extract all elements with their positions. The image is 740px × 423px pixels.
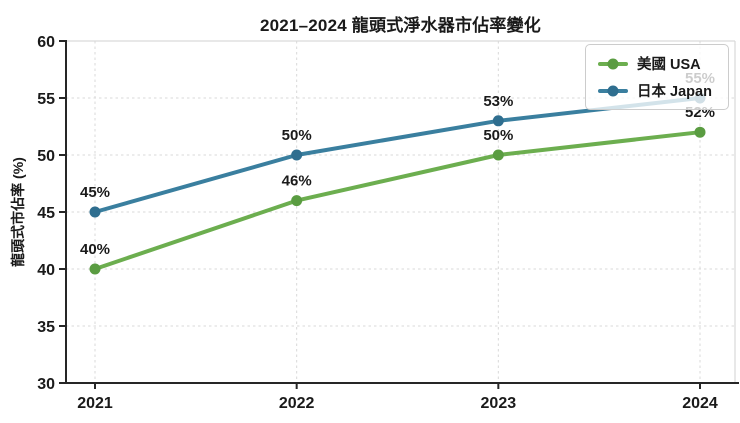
chart-title: 2021–2024 龍頭式淨水器市佔率變化 — [259, 16, 541, 35]
legend-item-japan: 日本 Japan — [598, 80, 716, 101]
data-point — [694, 126, 706, 138]
x-tick-label: 2021 — [77, 395, 113, 412]
data-point — [291, 195, 303, 207]
y-tick-label: 40 — [37, 262, 55, 279]
legend-label-japan: 日本 Japan — [637, 84, 712, 100]
y-tick-label: 35 — [37, 319, 55, 336]
legend-line-marker-usa — [598, 58, 628, 69]
data-point — [89, 263, 101, 275]
data-label: 50% — [282, 127, 312, 144]
x-tick-label: 2023 — [481, 395, 517, 412]
legend-dot-japan — [607, 85, 619, 96]
series-line-0 — [93, 130, 702, 271]
legend: 美國 USA 日本 Japan — [585, 44, 729, 110]
data-point — [492, 149, 504, 161]
y-tick-label: 45 — [37, 205, 55, 222]
data-point — [89, 206, 101, 218]
data-label: 46% — [282, 173, 312, 190]
y-tick-label: 55 — [37, 91, 55, 108]
y-tick-label: 50 — [37, 148, 55, 165]
legend-dot-usa — [607, 58, 619, 69]
data-label: 53% — [483, 93, 513, 110]
data-label: 50% — [483, 127, 513, 144]
data-point — [291, 149, 303, 161]
data-point — [492, 115, 504, 127]
x-tick-label: 2024 — [682, 395, 718, 412]
data-label: 45% — [80, 184, 110, 201]
y-tick-label: 60 — [37, 34, 55, 51]
legend-item-usa: 美國 USA — [598, 53, 716, 74]
legend-label-usa: 美國 USA — [637, 57, 701, 73]
y-tick-label: 30 — [37, 376, 55, 393]
x-tick-label: 2022 — [279, 395, 315, 412]
data-label: 40% — [80, 241, 110, 258]
legend-line-marker-japan — [598, 85, 628, 96]
